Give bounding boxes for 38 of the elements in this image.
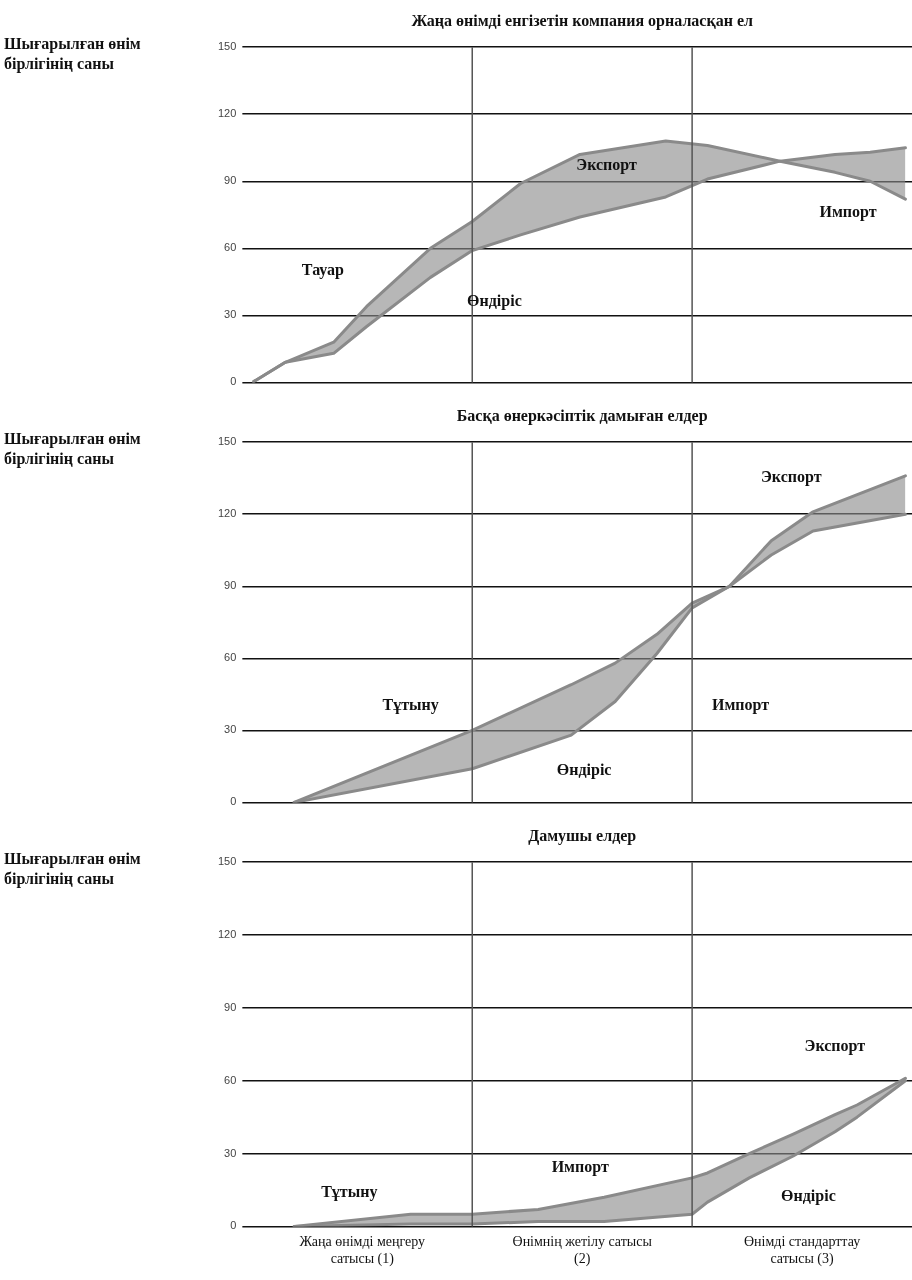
annotation: Тұтыну	[321, 1182, 378, 1201]
y-tick-label: 60	[224, 241, 237, 254]
annotation: Импорт	[711, 696, 770, 715]
annotation: Импорт	[551, 1158, 609, 1177]
y-axis-title: Шығарылған өнім бірлігінің саны	[4, 35, 141, 74]
annotation: Экспорт	[576, 155, 637, 174]
y-axis-title: Шығарылған өнім бірлігінің саны	[4, 430, 141, 469]
annotation: Өндіріс	[781, 1187, 836, 1206]
chart-title: Жаңа өнімді енгізетін компания орналасқан ел	[411, 11, 753, 30]
annotation: Тұтыну	[382, 696, 439, 715]
y-tick-label: 0	[230, 1219, 237, 1232]
y-tick-label: 120	[217, 507, 237, 520]
y-tick-label: 120	[217, 928, 237, 941]
y-tick-label: 0	[230, 375, 237, 388]
y-tick-label: 0	[230, 795, 237, 808]
y-tick-label: 150	[217, 855, 237, 868]
y-tick-label: 30	[224, 723, 237, 736]
x-tick-label: Өнімді стандарттау сатысы (3)	[743, 1234, 861, 1268]
y-tick-label: 90	[224, 1000, 237, 1013]
y-axis-title: Шығарылған өнім бірлігінің саны	[4, 850, 141, 889]
annotation: Импорт	[819, 202, 877, 221]
y-tick-label: 30	[224, 1146, 237, 1159]
x-tick-label: Жаңа өнімді меңгеру сатысы (1)	[299, 1234, 426, 1268]
chart-title: Басқа өнеркәсіптік дамыған елдер	[456, 406, 708, 425]
y-tick-label: 90	[224, 579, 237, 592]
annotation: Өндіріс	[556, 761, 612, 780]
annotation: Тауар	[301, 260, 345, 279]
y-tick-label: 30	[224, 308, 237, 321]
y-tick-label: 150	[217, 435, 237, 448]
y-tick-label: 120	[217, 107, 237, 120]
y-tick-label: 90	[224, 174, 237, 187]
y-tick-label: 150	[217, 40, 237, 53]
chart-title: Дамушы елдер	[528, 826, 637, 845]
annotation: Экспорт	[761, 468, 822, 487]
y-tick-label: 60	[224, 1073, 237, 1086]
y-tick-label: 60	[224, 651, 237, 664]
annotation: Экспорт	[804, 1036, 866, 1055]
x-tick-label: Өнімнің жетілу сатысы (2)	[512, 1234, 653, 1268]
